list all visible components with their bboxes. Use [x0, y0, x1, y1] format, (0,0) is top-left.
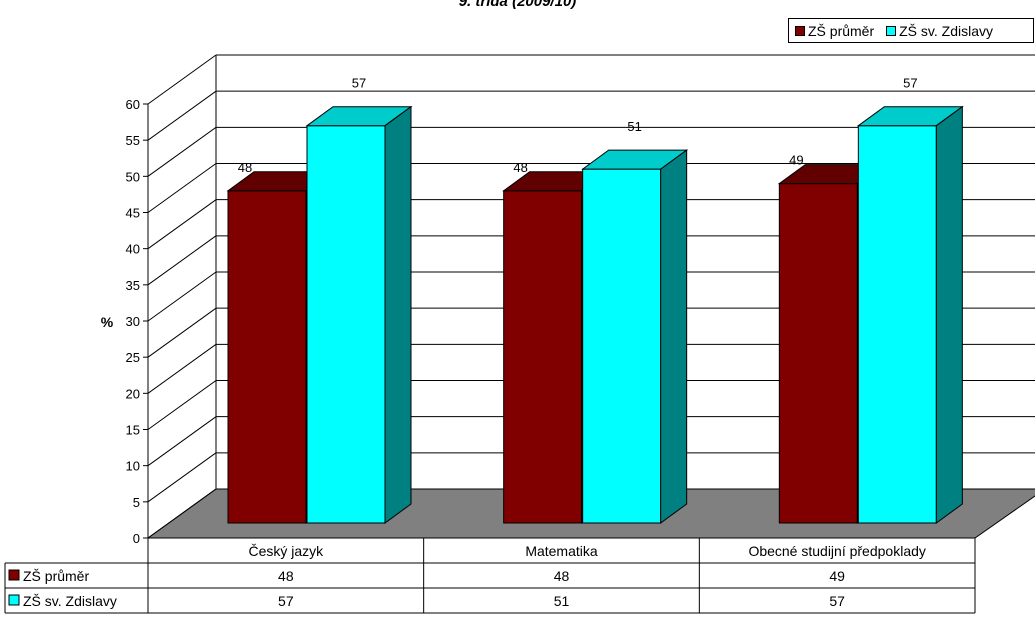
- y-tick-label: 35: [126, 278, 140, 293]
- y-tick-label: 40: [126, 242, 140, 257]
- y-tick-label: 20: [126, 386, 140, 401]
- table-series-label-1: ZŠ průměr: [23, 568, 89, 584]
- data-label-2-2: 51: [627, 119, 641, 134]
- legend: ZŠ průměr ZŠ sv. Zdislavy: [788, 18, 1034, 43]
- y-tick-label: 45: [126, 206, 140, 221]
- y-tick-label: 60: [126, 97, 140, 112]
- y-tick-label: 55: [126, 133, 140, 148]
- bar-side-2-3: [935, 105, 963, 524]
- side-gridline: [147, 380, 217, 430]
- data-label-2-1: 57: [352, 76, 366, 91]
- category-label-2: Matematika: [525, 543, 598, 559]
- y-tick-label: 10: [126, 459, 140, 474]
- y-tick-label: 30: [126, 314, 140, 329]
- data-label-1-2: 48: [513, 160, 527, 175]
- legend-item-1: ZŠ průměr: [795, 23, 874, 39]
- bar-2-3: [857, 125, 937, 524]
- bar-side-2-1: [384, 105, 412, 524]
- side-gridline: [147, 163, 217, 213]
- table-value-1-3: 49: [829, 568, 845, 584]
- legend-item-2: ZŠ sv. Zdislavy: [886, 23, 993, 39]
- table-swatch-1: [8, 569, 20, 581]
- table-value-2-2: 51: [554, 593, 570, 609]
- legend-label-1: ZŠ průměr: [808, 22, 875, 39]
- data-label-1-1: 48: [238, 160, 252, 175]
- side-gridline: [147, 199, 217, 250]
- side-gridline: [147, 126, 217, 177]
- bar-1-1: [227, 190, 307, 524]
- side-gridline: [147, 235, 217, 286]
- side-gridline: [147, 343, 217, 394]
- legend-swatch-1: [795, 25, 805, 36]
- table-series-label-2: ZŠ sv. Zdislavy: [23, 593, 117, 609]
- table-value-2-3: 57: [829, 593, 845, 609]
- side-gridline: [147, 488, 217, 539]
- side-gridline: [147, 54, 217, 105]
- y-tick-label: 50: [126, 169, 140, 184]
- table-value-1-1: 48: [278, 568, 294, 584]
- y-tick-label: 15: [126, 423, 140, 438]
- legend-label-2: ZŠ sv. Zdislavy: [899, 22, 993, 39]
- table-value-1-2: 48: [554, 568, 570, 584]
- y-tick-label: 5: [133, 495, 140, 510]
- side-gridline: [147, 307, 217, 358]
- side-gridline: [147, 271, 217, 322]
- data-label-2-3: 57: [903, 76, 917, 91]
- side-gridline: [147, 452, 217, 503]
- category-label-1: Český jazyk: [248, 543, 324, 559]
- legend-swatch-2: [886, 25, 897, 36]
- side-gridline: [147, 90, 217, 141]
- y-tick-label: 25: [126, 350, 140, 365]
- table-swatch-2: [8, 594, 20, 606]
- bar-2-2: [582, 168, 662, 524]
- bar-2-1: [306, 125, 386, 524]
- table-value-2-1: 57: [278, 593, 294, 609]
- y-axis-label: %: [101, 314, 114, 330]
- category-label-3: Obecné studijní předpoklady: [748, 543, 925, 559]
- bar-1-3: [778, 183, 858, 524]
- bar-side-2-2: [660, 149, 688, 524]
- y-tick-label: 0: [133, 531, 140, 546]
- data-label-1-3: 49: [789, 153, 803, 168]
- side-gridline: [147, 416, 217, 467]
- bar-1-2: [503, 190, 583, 524]
- chart-title: 9. třída (2009/10): [458, 0, 577, 10]
